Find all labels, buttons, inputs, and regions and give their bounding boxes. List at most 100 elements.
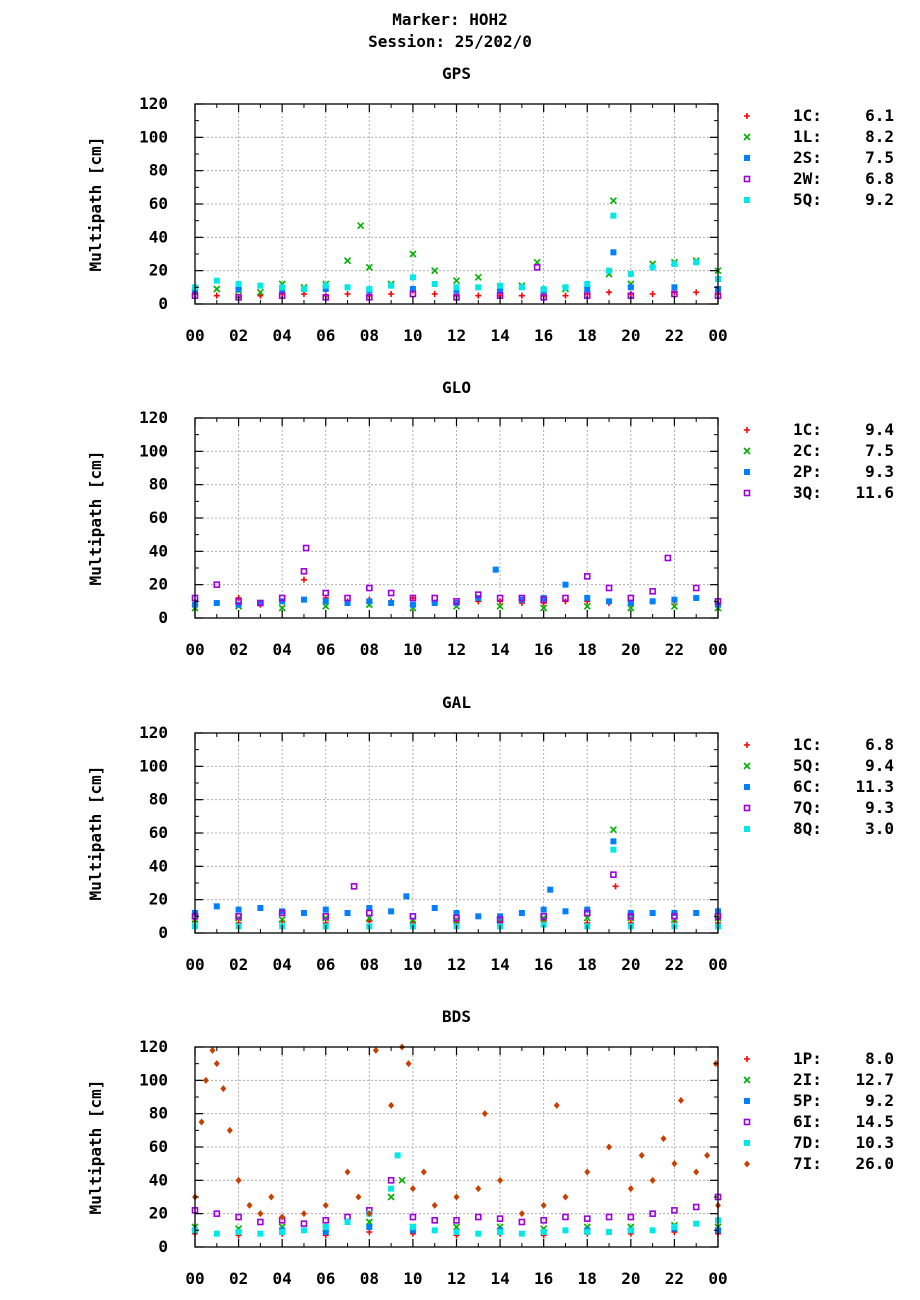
gps-point bbox=[453, 284, 460, 291]
glo-point bbox=[257, 599, 264, 607]
gps-legend-rms: 8.2 bbox=[865, 127, 894, 146]
gal-point bbox=[518, 910, 525, 916]
panel-gal: GAL 0 20 40 60 80 100 120 00 02 04 06 08 10 12 14 16 18 20… bbox=[86, 693, 894, 974]
gps-point bbox=[431, 267, 439, 275]
glo-xtick-label: 04 bbox=[273, 640, 292, 659]
gal-point bbox=[322, 906, 329, 913]
bds-point bbox=[431, 1201, 438, 1209]
gps-point bbox=[452, 277, 461, 285]
bds-point bbox=[322, 1224, 329, 1230]
gps-legend-item: 2W: 6.8 bbox=[743, 169, 894, 188]
glo-point bbox=[387, 589, 395, 597]
gps-legend-item: 1C: 6.1 bbox=[744, 106, 894, 125]
bds-point bbox=[562, 1227, 569, 1234]
bds-point bbox=[627, 1185, 634, 1193]
gps-point bbox=[344, 291, 351, 297]
glo-xtick-label: 00 bbox=[708, 640, 727, 659]
gps-legend-rms: 6.8 bbox=[865, 169, 894, 188]
glo-point bbox=[453, 600, 460, 606]
gal-legend-rms: 9.3 bbox=[865, 798, 894, 817]
bds-legend-swatch bbox=[744, 1056, 750, 1062]
gps-point bbox=[562, 284, 569, 291]
bds-point bbox=[431, 1217, 439, 1224]
bds-point bbox=[235, 1213, 242, 1221]
gal-point bbox=[278, 916, 286, 924]
gps-point bbox=[257, 292, 264, 299]
glo-point bbox=[562, 598, 569, 605]
bds-title: BDS bbox=[442, 1007, 471, 1026]
glo-point bbox=[671, 596, 678, 603]
glo-point bbox=[366, 584, 373, 592]
gps-series-5q bbox=[192, 212, 721, 292]
gal-legend-item: 7Q: 9.3 bbox=[743, 798, 894, 817]
bds-ylabel: Multipath [cm] bbox=[86, 1080, 105, 1215]
gal-point bbox=[649, 910, 656, 916]
gal-point bbox=[540, 906, 547, 913]
gps-xtick-label: 00 bbox=[185, 326, 204, 345]
gal-legend-label: 7Q: bbox=[793, 798, 822, 817]
gal-point bbox=[431, 905, 438, 911]
gal-point bbox=[366, 918, 373, 925]
bds-point bbox=[213, 1060, 220, 1068]
panel-gps: GPS 0 20 40 60 80 100 120 00 02 04 06 08 10 12 14 16 18 20… bbox=[86, 64, 894, 345]
gal-point bbox=[475, 913, 482, 920]
gal-point bbox=[322, 913, 330, 920]
glo-xtick-label: 08 bbox=[360, 640, 379, 659]
bds-point bbox=[372, 1046, 379, 1054]
gps-point bbox=[257, 282, 264, 289]
bds-point bbox=[388, 1101, 395, 1109]
glo-legend-swatch bbox=[744, 427, 750, 433]
bds-xtick-label: 00 bbox=[185, 1269, 204, 1288]
bds-point bbox=[475, 1185, 482, 1193]
gps-legend-label: 1C: bbox=[793, 106, 822, 125]
glo-ytick-label: 120 bbox=[139, 408, 168, 427]
gal-point bbox=[279, 908, 286, 915]
glo-point bbox=[606, 598, 613, 605]
glo-title: GLO bbox=[442, 378, 471, 397]
bds-point bbox=[693, 1168, 700, 1176]
bds-point bbox=[649, 1227, 656, 1234]
bds-point bbox=[704, 1151, 711, 1159]
gps-point bbox=[610, 212, 617, 219]
gps-ytick-label: 100 bbox=[139, 127, 168, 146]
gal-legend-swatch bbox=[744, 784, 750, 790]
glo-xtick-label: 18 bbox=[578, 640, 597, 659]
gps-point bbox=[562, 292, 569, 299]
bds-point bbox=[475, 1230, 482, 1237]
gal-legend-rms: 3.0 bbox=[865, 819, 894, 838]
glo-legend-item: 3Q: 11.6 bbox=[743, 483, 894, 502]
gps-xtick-label: 18 bbox=[578, 326, 597, 345]
bds-point bbox=[627, 1213, 635, 1221]
bds-point bbox=[235, 1176, 242, 1184]
glo-point bbox=[300, 576, 307, 583]
gal-point bbox=[610, 871, 617, 878]
gps-point bbox=[431, 291, 438, 297]
bds-point bbox=[693, 1220, 700, 1227]
glo-xtick-label: 12 bbox=[447, 640, 466, 659]
gal-ytick-label: 20 bbox=[149, 890, 168, 909]
bds-point bbox=[453, 1229, 460, 1235]
gal-point bbox=[547, 886, 554, 893]
gps-point bbox=[409, 274, 416, 281]
gps-point bbox=[388, 291, 395, 297]
gal-legend-rms: 6.8 bbox=[865, 735, 894, 754]
gps-legend-rms: 6.1 bbox=[865, 106, 894, 125]
gal-point bbox=[300, 910, 307, 916]
bds-point bbox=[671, 1207, 678, 1214]
gps-legend-item: 5Q: 9.2 bbox=[744, 190, 894, 209]
glo-point bbox=[278, 594, 286, 602]
glo-legend-label: 2P: bbox=[793, 462, 822, 481]
gps-point bbox=[606, 289, 613, 296]
gps-ylabel: Multipath [cm] bbox=[86, 137, 105, 272]
glo-point bbox=[235, 595, 242, 601]
gps-point bbox=[474, 273, 482, 281]
bds-legend-item: 7I: 26.0 bbox=[744, 1154, 894, 1173]
gal-point bbox=[612, 883, 619, 890]
gal-legend-swatch bbox=[743, 804, 751, 812]
glo-ytick-label: 60 bbox=[149, 508, 168, 527]
bds-series-7i bbox=[192, 1043, 721, 1221]
gps-point bbox=[344, 284, 351, 291]
bds-point bbox=[300, 1227, 307, 1234]
glo-point bbox=[474, 591, 482, 598]
glo-point bbox=[344, 600, 351, 606]
